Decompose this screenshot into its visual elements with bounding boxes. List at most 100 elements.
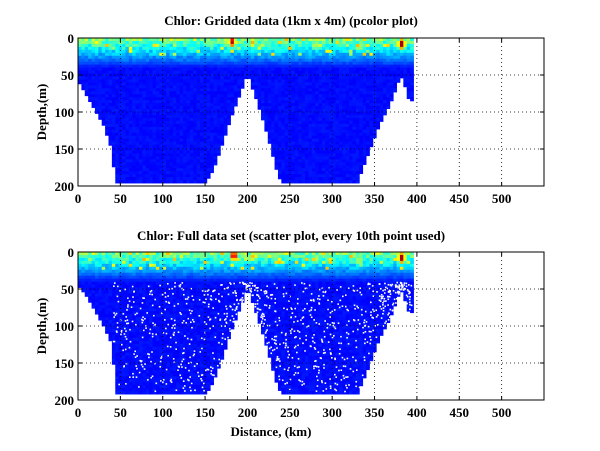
field-cell [128, 79, 133, 83]
field-cell [193, 43, 198, 48]
field-cell [122, 129, 126, 134]
field-cell [406, 76, 411, 80]
field-cell [166, 308, 170, 312]
field-cell [101, 296, 106, 300]
field-cell [189, 61, 194, 66]
field-cell [345, 126, 350, 131]
field-cell [166, 103, 170, 107]
field-cell [247, 52, 252, 57]
field-cell [149, 117, 153, 122]
field-cell [267, 58, 272, 63]
field-cell [206, 64, 211, 68]
field-cell [142, 323, 147, 327]
field-cell [349, 171, 353, 175]
field-cell [315, 82, 320, 86]
field-cell [332, 94, 336, 98]
field-cell [135, 174, 140, 178]
field-cell [132, 97, 137, 101]
field-cell [162, 58, 167, 63]
field-cell [122, 61, 126, 66]
field-cell [132, 129, 137, 134]
field-cell [349, 144, 353, 148]
field-cell [220, 85, 225, 89]
field-cell [193, 70, 198, 74]
field-cell [91, 278, 96, 282]
field-cell [139, 120, 143, 125]
field-cell [94, 260, 99, 265]
field-cell [128, 281, 133, 285]
field-cell [152, 64, 157, 68]
field-cell [389, 97, 394, 101]
field-cell [183, 40, 187, 45]
field-cell [166, 326, 170, 330]
field-cell [379, 46, 384, 51]
field-cell [366, 49, 370, 54]
field-cell [355, 58, 360, 63]
field-cell [257, 73, 262, 77]
field-cell [159, 85, 164, 89]
field-cell [213, 67, 218, 71]
field-cell [281, 159, 286, 163]
field-cell [145, 290, 150, 294]
field-cell [325, 150, 330, 154]
field-cell [135, 97, 140, 101]
field-cell [200, 88, 204, 92]
field-cell [203, 55, 208, 60]
field-cell [118, 46, 123, 51]
field-cell [105, 281, 109, 285]
field-cell [372, 79, 377, 83]
field-cell [328, 49, 333, 54]
field-cell [213, 58, 218, 63]
field-cell [281, 67, 286, 71]
field-cell [125, 334, 130, 339]
field-cell [115, 385, 120, 389]
field-cell [135, 103, 140, 107]
field-cell [88, 67, 92, 71]
field-cell [332, 97, 336, 101]
field-cell [193, 112, 198, 116]
field-cell [220, 103, 225, 107]
field-cell [193, 159, 198, 163]
field-cell [162, 49, 167, 54]
field-cell [115, 147, 120, 151]
field-cell [332, 138, 336, 142]
field-cell [108, 320, 113, 324]
field-cell [233, 38, 238, 42]
field-cell [288, 112, 292, 116]
field-cell [257, 70, 262, 74]
field-cell [328, 94, 333, 98]
field-cell [139, 379, 143, 383]
field-cell [216, 138, 221, 142]
field-cell [176, 85, 181, 89]
field-cell [115, 70, 120, 74]
field-cell [139, 320, 143, 324]
field-cell [111, 79, 116, 83]
field-cell [183, 38, 187, 42]
field-cell [305, 88, 309, 92]
field-cell [115, 257, 120, 262]
field-cell [88, 263, 92, 268]
field-cell [254, 58, 259, 63]
field-cell [159, 177, 164, 181]
field-cell [223, 43, 228, 48]
field-cell [210, 141, 214, 145]
field-cell [291, 79, 296, 83]
field-cell [284, 100, 289, 104]
field-cell [305, 114, 309, 119]
field-cell [105, 73, 109, 77]
field-cell [118, 94, 123, 98]
field-cell [105, 82, 109, 86]
field-cell [322, 171, 326, 175]
field-cell [335, 138, 340, 142]
field-cell [169, 308, 174, 312]
field-cell [145, 337, 150, 342]
field-cell [122, 284, 126, 288]
field-cell [277, 120, 282, 125]
field-cell [84, 278, 89, 282]
field-cell [162, 70, 167, 74]
field-cell [318, 76, 323, 80]
field-cell [359, 94, 364, 98]
field-cell [139, 150, 143, 154]
field-cell [139, 100, 143, 104]
field-cell [91, 55, 96, 60]
